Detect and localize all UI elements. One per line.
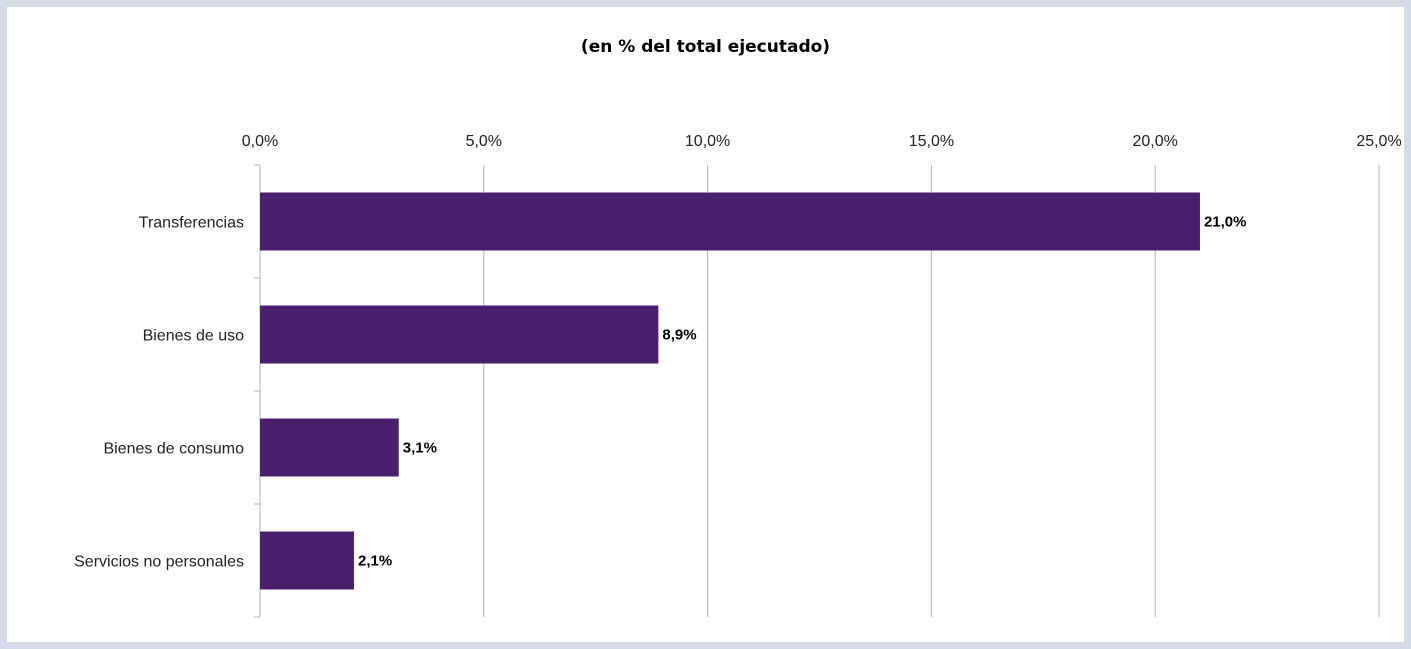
bar: [260, 418, 399, 477]
x-axis-ticks: 0,0% 5,0% 10,0% 15,0% 20,0% 25,0%: [242, 133, 1402, 150]
bar: [260, 192, 1200, 251]
category-label: Servicios no personales: [74, 554, 244, 571]
bars: [260, 192, 1200, 590]
chart-frame: [7, 7, 1404, 642]
data-label: 2,1%: [358, 553, 392, 570]
x-tick-label: 25,0%: [1356, 133, 1401, 150]
x-tick-label: 5,0%: [466, 133, 502, 150]
x-tick-label: 20,0%: [1133, 133, 1178, 150]
x-tick-label: 0,0%: [242, 133, 278, 150]
data-labels: 21,0% 8,9% 3,1% 2,1%: [358, 214, 1247, 570]
category-axis: Transferencias Bienes de uso Bienes de con…: [74, 164, 261, 618]
data-label: 8,9%: [662, 327, 696, 344]
category-label: Bienes de uso: [143, 328, 245, 345]
x-tick-label: 15,0%: [909, 133, 954, 150]
data-label: 21,0%: [1204, 214, 1247, 231]
data-label: 3,1%: [403, 440, 437, 457]
chart-subtitle: (en % del total ejecutado): [580, 37, 831, 57]
category-label: Transferencias: [139, 215, 244, 232]
category-label: Bienes de consumo: [103, 441, 244, 458]
bar: [260, 305, 659, 364]
bar: [260, 531, 354, 590]
x-tick-label: 10,0%: [685, 133, 730, 150]
